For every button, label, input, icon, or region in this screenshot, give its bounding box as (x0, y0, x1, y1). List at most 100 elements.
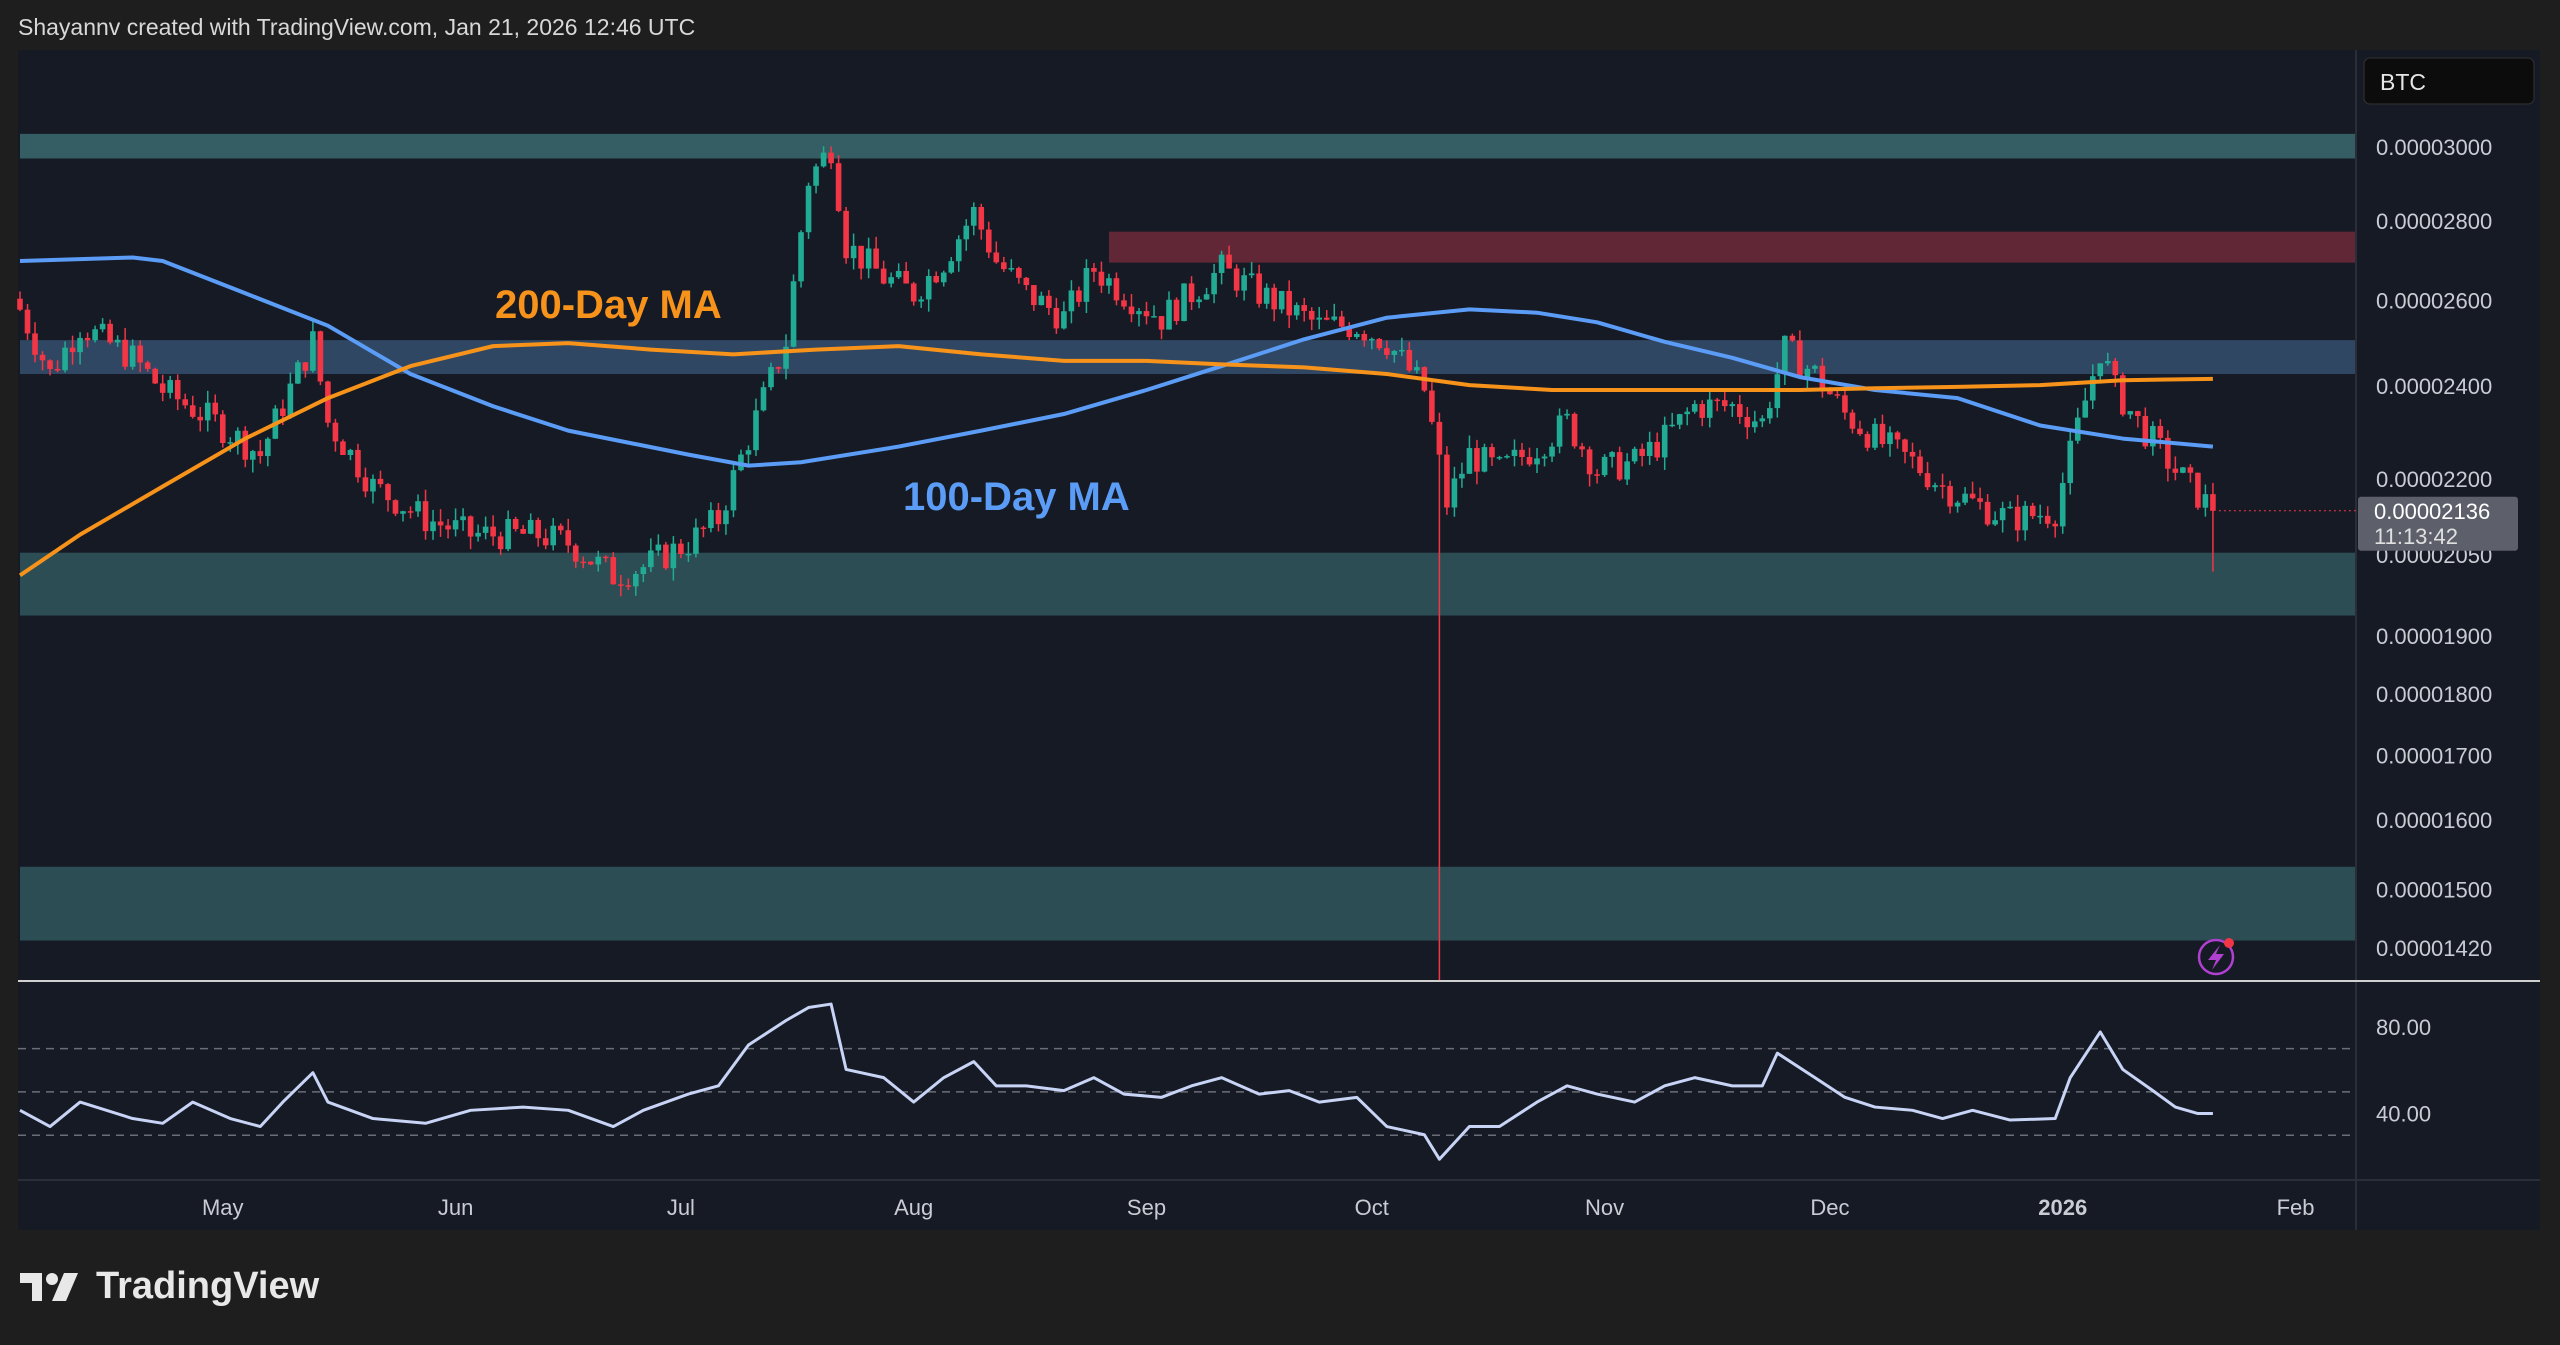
candle-body (340, 441, 346, 456)
candle-body (843, 210, 849, 259)
candle-body (452, 520, 459, 530)
candle-body (745, 450, 752, 455)
candle-body (1331, 316, 1338, 320)
candle (1293, 302, 1300, 320)
time-tick-label: Aug (894, 1195, 933, 1220)
last-price-box (2358, 496, 2518, 551)
candle-body (2067, 440, 2074, 484)
candle-body (2165, 437, 2171, 469)
candle (1406, 341, 1413, 373)
zone-support-main (20, 552, 2356, 616)
candle-body (1196, 299, 1202, 303)
candle (204, 390, 211, 432)
candle (1369, 337, 1375, 350)
candle (287, 372, 294, 419)
candle (1136, 308, 1142, 327)
candle-body (1864, 434, 1871, 448)
candle (1519, 442, 1525, 466)
candle (99, 318, 106, 333)
candle-body (723, 510, 729, 525)
candle (1894, 430, 1901, 449)
candle-body (1609, 452, 1615, 457)
candle (340, 439, 346, 456)
candle (1474, 439, 1480, 485)
candle (918, 296, 924, 308)
candle-body (1571, 413, 1578, 447)
candle (1046, 290, 1052, 316)
candle-body (1286, 290, 1292, 316)
candle (219, 410, 226, 448)
candle (2210, 482, 2216, 572)
candle-body (1046, 295, 1052, 308)
candle (1316, 306, 1323, 330)
candle (62, 341, 68, 373)
candle-body (1767, 408, 1773, 419)
candle (1579, 442, 1585, 458)
candle (47, 359, 53, 376)
candle-body (1406, 349, 1413, 371)
candle-body (948, 261, 955, 273)
candle (490, 515, 496, 546)
candle-body (602, 556, 609, 559)
price-tick-label: 0.00003000 (2376, 135, 2492, 160)
candle-body (1158, 316, 1165, 330)
candle (325, 380, 331, 428)
candle-body (1526, 456, 1533, 465)
candle-body (1091, 268, 1097, 272)
candle (1211, 263, 1217, 304)
candle (1166, 291, 1172, 330)
tradingview-logo[interactable]: TradingView (20, 1265, 319, 1308)
moving-averages (18, 255, 2214, 578)
candle-body (1752, 421, 1758, 428)
candle (1376, 337, 1383, 351)
candle-body (310, 331, 316, 371)
candle-body (505, 518, 511, 550)
candle-body (580, 561, 587, 564)
candle (197, 407, 204, 432)
candle-body (47, 360, 53, 369)
candle (1526, 447, 1533, 467)
candle (535, 517, 541, 547)
candle (2014, 494, 2021, 542)
ma100-label: 100-Day MA (903, 475, 1130, 519)
candle-body (2120, 375, 2126, 415)
candle (1902, 438, 1908, 464)
candle-body (933, 275, 940, 283)
candle-body (1924, 473, 1931, 488)
candle (1113, 272, 1120, 306)
candle (1917, 449, 1923, 476)
candle-body (24, 309, 31, 334)
candle-body (910, 283, 917, 302)
candle (685, 542, 692, 563)
symbol-badge[interactable]: BTC (2363, 57, 2535, 105)
candle (1151, 305, 1157, 318)
candle-body (1857, 428, 1863, 435)
candles (17, 146, 2216, 980)
candle (1331, 303, 1338, 322)
alert-lightning-icon[interactable] (2197, 938, 2235, 976)
time-tick-label: May (202, 1195, 244, 1220)
candle (302, 362, 309, 378)
candle-body (1316, 317, 1323, 320)
candle (828, 146, 834, 170)
candle-body (1496, 457, 1503, 459)
candle-body (783, 346, 789, 369)
candle (92, 325, 98, 343)
candle (2104, 352, 2111, 366)
candle-body (1053, 307, 1060, 329)
candle-body (678, 543, 684, 555)
candle-body (1977, 498, 1983, 502)
candle (678, 539, 684, 559)
candle (602, 555, 609, 563)
candle (1714, 397, 1721, 412)
candle-body (1076, 290, 1082, 302)
candle (452, 508, 459, 537)
candle (587, 561, 594, 566)
candle (385, 483, 391, 512)
candle (1053, 297, 1060, 334)
candle-body (1804, 368, 1811, 378)
candle (295, 360, 301, 385)
candle (595, 550, 602, 572)
candle (572, 543, 579, 568)
